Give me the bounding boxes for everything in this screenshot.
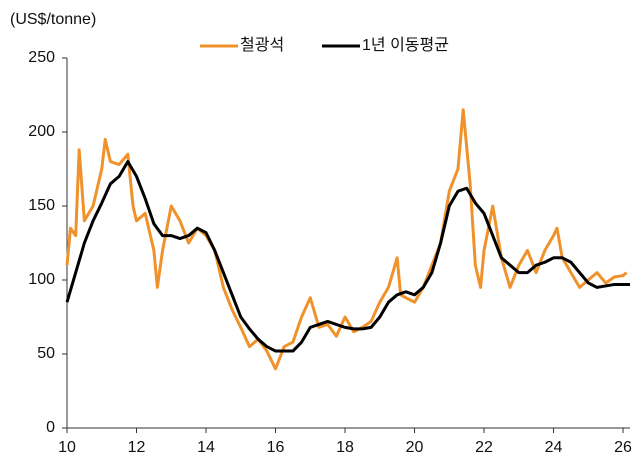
x-tick-label: 26	[614, 439, 632, 456]
y-tick-label: 250	[28, 49, 55, 66]
legend-label: 1년 이동평균	[362, 36, 449, 54]
x-tick-label: 22	[475, 439, 493, 456]
y-tick-label: 0	[46, 419, 55, 436]
y-tick-label: 100	[28, 271, 55, 288]
series-line	[65, 108, 628, 371]
y-axis-label: (US$/tonne)	[10, 11, 96, 28]
legend-label: 철광석	[240, 36, 284, 54]
x-tick-label: 20	[406, 439, 424, 456]
series-line	[65, 160, 630, 353]
x-tick-label: 24	[545, 439, 563, 456]
x-tick-label: 12	[128, 439, 146, 456]
x-tick-label: 10	[58, 439, 76, 456]
y-tick-label: 50	[37, 345, 55, 362]
x-tick-label: 16	[267, 439, 285, 456]
y-tick-label: 200	[28, 123, 55, 140]
x-tick-label: 14	[197, 439, 215, 456]
x-tick-label: 18	[336, 439, 354, 456]
y-tick-label: 150	[28, 197, 55, 214]
